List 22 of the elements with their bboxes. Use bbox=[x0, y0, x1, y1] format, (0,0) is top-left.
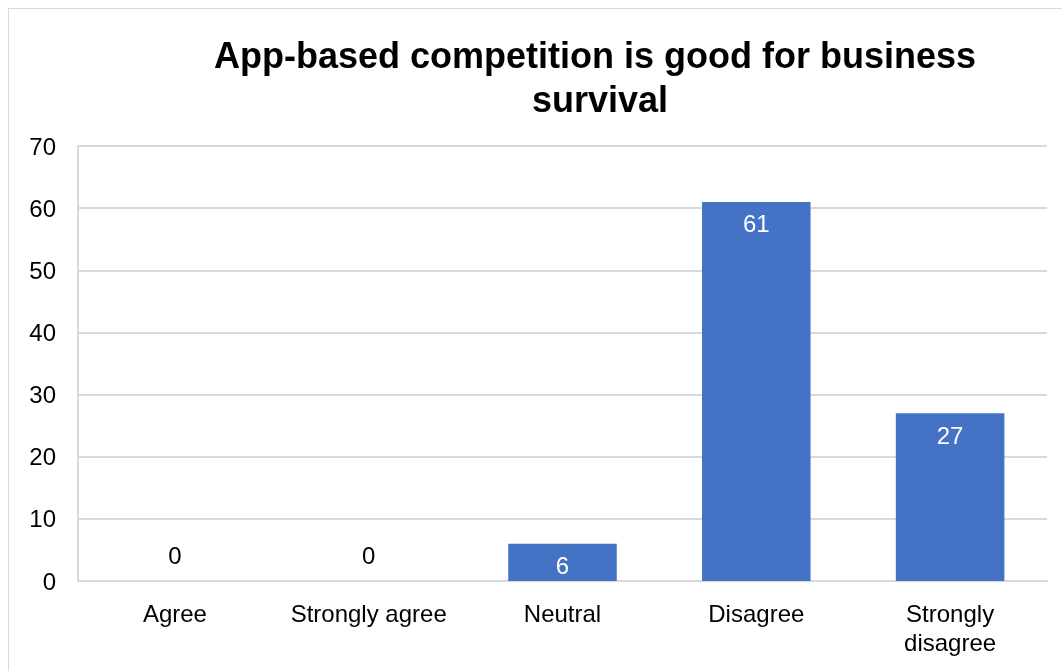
y-tick-label: 30 bbox=[29, 381, 56, 409]
data-label: 6 bbox=[555, 552, 570, 580]
y-tick-label: 40 bbox=[29, 318, 56, 346]
bar bbox=[702, 201, 811, 581]
data-label: 27 bbox=[936, 421, 964, 449]
y-tick-label: 60 bbox=[29, 194, 56, 222]
data-label: 0 bbox=[362, 541, 376, 569]
y-tick-label: 70 bbox=[29, 132, 56, 160]
bar bbox=[508, 543, 617, 581]
data-label: 61 bbox=[742, 210, 770, 238]
x-tick-label: Strongly agree bbox=[290, 600, 447, 627]
y-tick-label: 20 bbox=[29, 443, 56, 471]
y-tick-label: 50 bbox=[29, 256, 56, 284]
x-tick-label: Strongly disagree bbox=[904, 600, 997, 656]
bar bbox=[895, 413, 1005, 581]
chart-title: App-based competition is good for business survival bbox=[213, 34, 987, 120]
x-tick-label: Agree bbox=[142, 600, 207, 627]
y-tick-label: 0 bbox=[42, 567, 56, 595]
data-label: 0 bbox=[168, 541, 182, 569]
y-tick-label: 10 bbox=[29, 505, 56, 533]
x-tick-label: Disagree bbox=[708, 600, 805, 627]
x-tick-label: Neutral bbox=[523, 600, 602, 627]
